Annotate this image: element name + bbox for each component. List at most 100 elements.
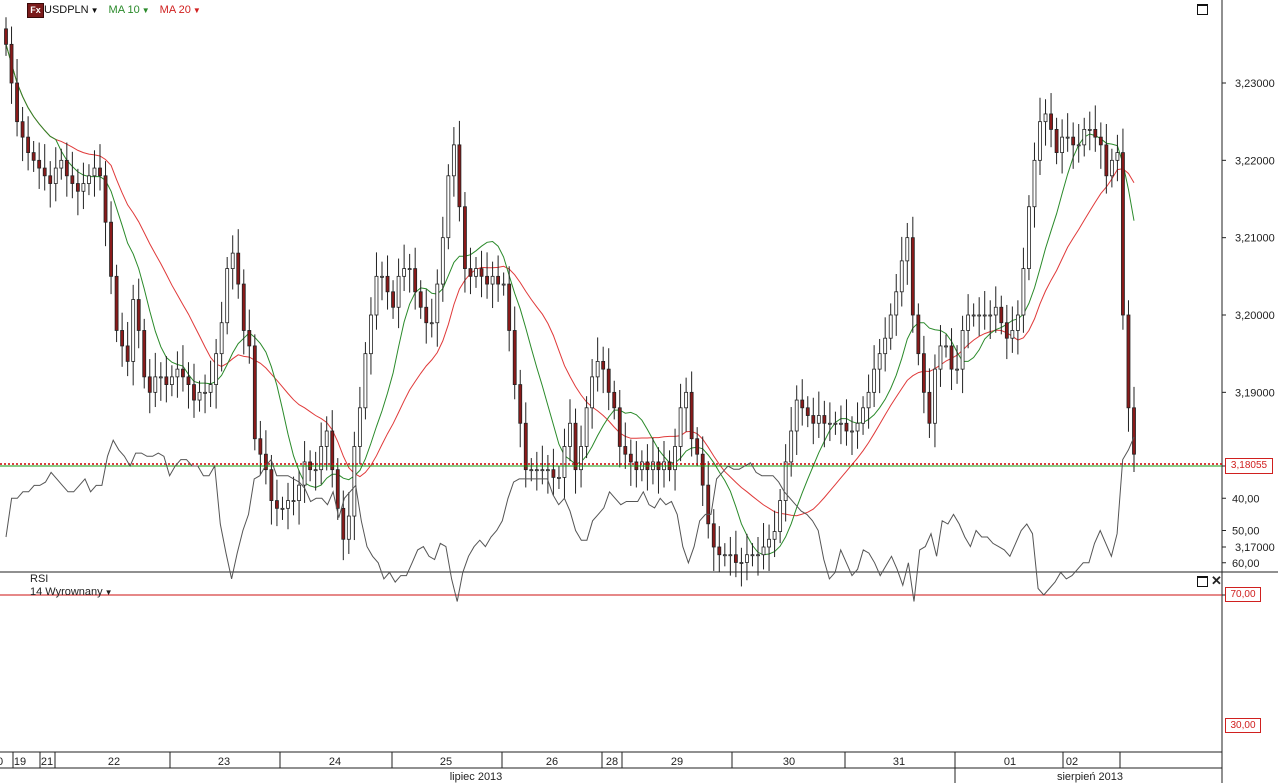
candle xyxy=(357,407,362,447)
ma10-indicator-toggle[interactable]: MA 10 ▼ xyxy=(109,4,150,16)
candle xyxy=(501,283,506,286)
maximize-price-panel-icon[interactable] xyxy=(1197,4,1208,15)
month-label: sierpień 2013 xyxy=(1057,771,1123,783)
candle xyxy=(98,167,102,177)
candle xyxy=(905,237,910,262)
candle xyxy=(1126,314,1131,409)
candle xyxy=(1087,128,1092,131)
candle xyxy=(490,275,495,285)
candle xyxy=(595,360,600,378)
rsi-oversold-label: 30,00 xyxy=(1225,718,1261,733)
candle xyxy=(1015,314,1020,331)
candle xyxy=(1032,159,1037,208)
candle xyxy=(728,554,733,557)
candle xyxy=(136,299,141,331)
candle xyxy=(203,391,207,394)
candle xyxy=(413,268,418,293)
price-tick-label: 3,20000 xyxy=(1235,310,1275,322)
candle xyxy=(568,422,572,447)
candle xyxy=(1121,152,1125,316)
ma20-indicator-toggle[interactable]: MA 20 ▼ xyxy=(160,4,201,16)
candle xyxy=(921,353,926,393)
candle xyxy=(75,183,80,192)
candle xyxy=(446,175,451,239)
candle xyxy=(479,268,484,277)
candle xyxy=(208,384,213,393)
candle xyxy=(114,275,119,331)
candle xyxy=(822,415,827,424)
candle xyxy=(59,159,64,169)
candle xyxy=(623,446,628,455)
candle xyxy=(800,399,805,409)
candle xyxy=(1098,136,1103,146)
candle xyxy=(87,175,91,184)
chevron-down-icon: ▼ xyxy=(141,6,150,15)
candle xyxy=(402,268,407,277)
candle xyxy=(252,345,257,440)
price-tick-label: 3,21000 xyxy=(1235,233,1275,245)
candle xyxy=(1054,128,1059,153)
candle xyxy=(844,422,849,432)
rsi-overbought-label: 70,00 xyxy=(1225,587,1261,602)
candle xyxy=(181,368,185,378)
candle xyxy=(197,391,202,401)
candle xyxy=(540,469,545,472)
candle xyxy=(463,206,467,270)
maximize-rsi-panel-icon[interactable] xyxy=(1197,576,1208,587)
candle xyxy=(435,283,440,324)
candle xyxy=(573,422,578,471)
candle xyxy=(302,461,307,486)
candle xyxy=(855,422,860,432)
day-label: 24 xyxy=(329,756,341,768)
candle xyxy=(391,291,395,308)
candle xyxy=(590,376,595,409)
candle xyxy=(225,268,230,324)
day-label: 25 xyxy=(440,756,452,768)
candle xyxy=(756,554,760,557)
close-rsi-panel-icon[interactable]: ✕ xyxy=(1211,573,1222,588)
price-tick-label: 3,22000 xyxy=(1235,155,1275,167)
candle xyxy=(169,376,174,386)
candle xyxy=(230,252,235,269)
candle xyxy=(263,453,268,471)
candle xyxy=(429,322,434,325)
candle xyxy=(512,330,517,386)
candle xyxy=(794,399,799,432)
candle xyxy=(20,121,25,138)
candle xyxy=(474,268,478,277)
candle xyxy=(341,507,346,540)
candle xyxy=(53,167,58,184)
chart-header: USDPLN ▼ MA 10 ▼ MA 20 ▼ xyxy=(0,0,201,20)
candle xyxy=(850,430,854,433)
candle xyxy=(534,469,539,472)
candle xyxy=(745,554,749,563)
candle xyxy=(888,314,893,339)
candle xyxy=(1010,330,1015,339)
symbol-selector[interactable]: USDPLN ▼ xyxy=(44,4,99,16)
candle xyxy=(48,175,53,184)
candle xyxy=(335,469,340,509)
candle xyxy=(424,306,429,324)
candle xyxy=(910,237,915,316)
candle xyxy=(291,500,296,503)
candle xyxy=(562,446,567,478)
candle xyxy=(451,144,456,177)
rsi-settings-dropdown[interactable]: 14 Wyrownany ▼ xyxy=(30,586,113,598)
candle xyxy=(811,415,816,424)
candle xyxy=(15,82,19,123)
chevron-down-icon: ▼ xyxy=(90,6,99,15)
candle xyxy=(369,314,373,355)
candle xyxy=(186,376,191,386)
candle xyxy=(42,167,47,177)
candle xyxy=(872,368,877,393)
candle xyxy=(960,330,965,370)
candle xyxy=(899,260,904,293)
candle xyxy=(717,546,722,556)
candle xyxy=(319,446,324,471)
candle xyxy=(380,275,384,278)
candle xyxy=(142,330,147,378)
current-price-label: 3,18055 xyxy=(1225,458,1273,474)
candle xyxy=(496,275,501,285)
candle xyxy=(275,500,279,509)
